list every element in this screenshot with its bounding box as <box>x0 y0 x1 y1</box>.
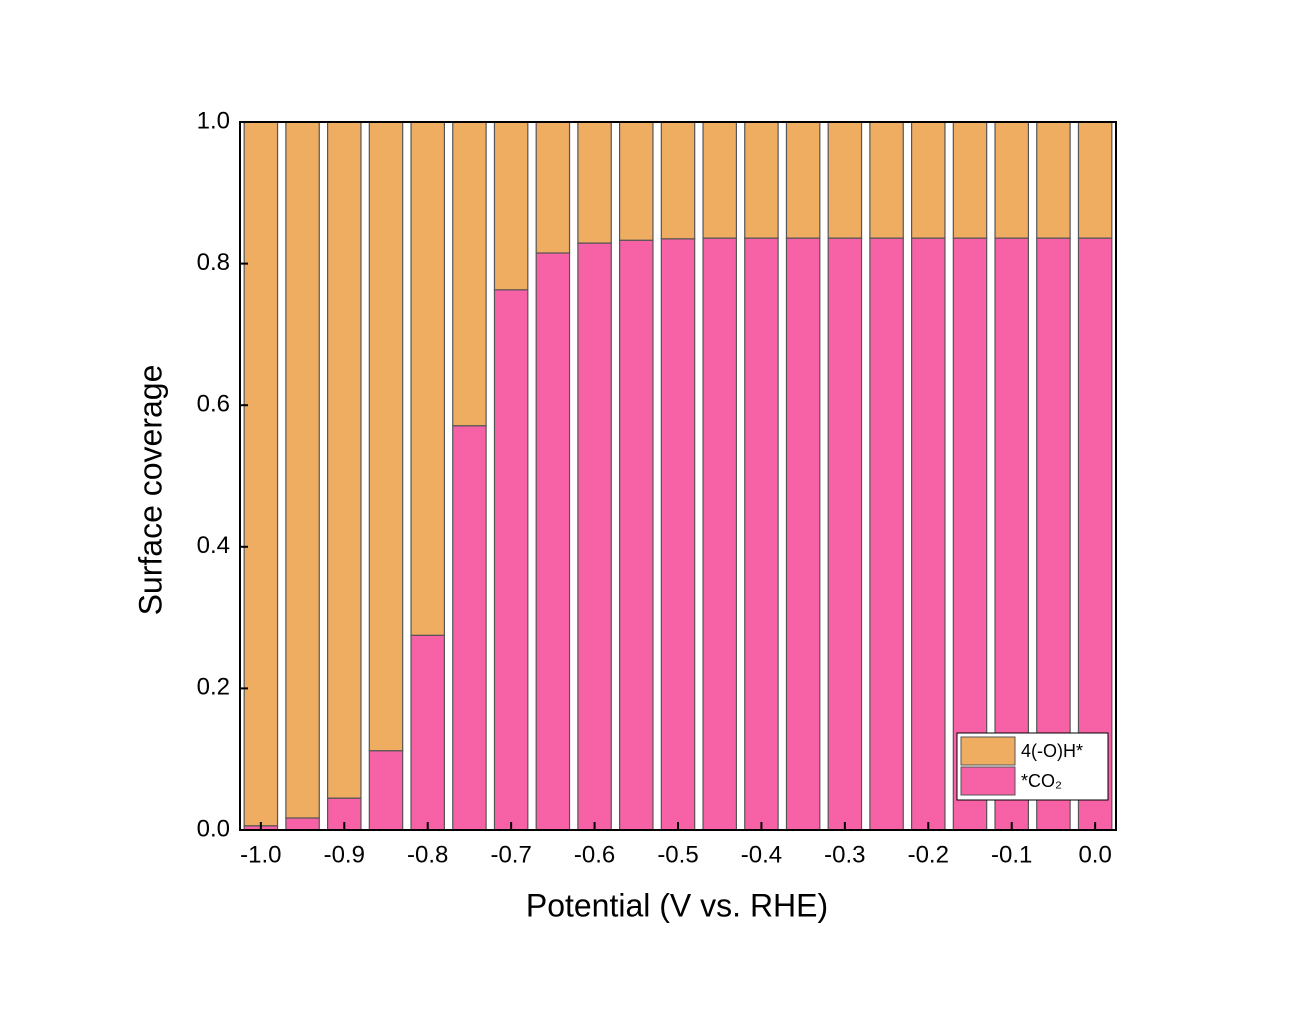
y-tick-label: 0.2 <box>197 674 230 701</box>
x-tick-label: -1.0 <box>240 841 281 868</box>
bar-segment <box>702 237 737 831</box>
bar-segment <box>452 425 487 831</box>
y-tick-label: 0.0 <box>197 815 230 842</box>
legend-label: 4(-O)H* <box>1021 741 1083 761</box>
x-tick-label: -0.2 <box>908 841 949 868</box>
x-tick-label: -0.8 <box>407 841 448 868</box>
y-axis-label: Surface coverage <box>132 365 168 616</box>
x-tick-label: -0.5 <box>657 841 698 868</box>
bar-segment <box>493 289 529 831</box>
bar-segment <box>660 121 696 240</box>
x-tick-label: -0.3 <box>824 841 865 868</box>
bar-segment <box>618 239 654 831</box>
bar-segment <box>744 237 779 831</box>
bar-segment <box>910 237 946 831</box>
bar-segment <box>827 121 863 239</box>
legend-label: *CO₂ <box>1021 771 1062 791</box>
y-tick-label: 0.4 <box>197 532 230 559</box>
x-tick-label: -0.6 <box>574 841 615 868</box>
bar-segment <box>410 634 445 831</box>
bar-segment <box>660 238 696 831</box>
bar-segment <box>994 121 1029 239</box>
y-tick-label: 0.8 <box>197 249 230 276</box>
bar-segment <box>869 121 904 239</box>
legend-swatch <box>960 736 1016 766</box>
bar-segment <box>493 121 529 291</box>
bar-segment <box>827 237 863 831</box>
bar-segment <box>702 121 737 239</box>
bar-segment <box>285 817 320 831</box>
bar-segment <box>1036 237 1071 831</box>
bar-segment <box>785 121 821 239</box>
x-axis-label: Potential (V vs. RHE) <box>526 887 828 923</box>
bar-segment <box>1036 121 1071 239</box>
bar-segment <box>910 121 946 239</box>
bar-segment <box>410 121 445 636</box>
x-tick-label: -0.1 <box>991 841 1032 868</box>
x-tick-label: 0.0 <box>1078 841 1111 868</box>
bar-segment <box>285 121 320 819</box>
bar-segment <box>535 121 571 254</box>
bar-segment <box>1077 121 1113 239</box>
bar-segment <box>994 237 1029 831</box>
bar-segment <box>327 121 362 799</box>
bar-segment <box>785 237 821 831</box>
y-tick-label: 0.6 <box>197 391 230 418</box>
bar-segment <box>243 121 279 827</box>
bar-segment <box>952 121 988 239</box>
x-tick-label: -0.4 <box>741 841 782 868</box>
y-tick-label: 1.0 <box>197 107 230 134</box>
x-tick-label: -0.7 <box>490 841 531 868</box>
bar-segment <box>452 121 487 427</box>
legend-swatch <box>960 766 1016 796</box>
bar-segment <box>869 237 904 831</box>
bar-segment <box>368 750 404 831</box>
x-tick-label: -0.9 <box>324 841 365 868</box>
bar-segment <box>744 121 779 239</box>
bar-segment <box>577 242 612 831</box>
bar-segment <box>368 121 404 752</box>
bar-segment <box>535 252 571 831</box>
bar-segment <box>577 121 612 244</box>
bar-segment <box>618 121 654 241</box>
